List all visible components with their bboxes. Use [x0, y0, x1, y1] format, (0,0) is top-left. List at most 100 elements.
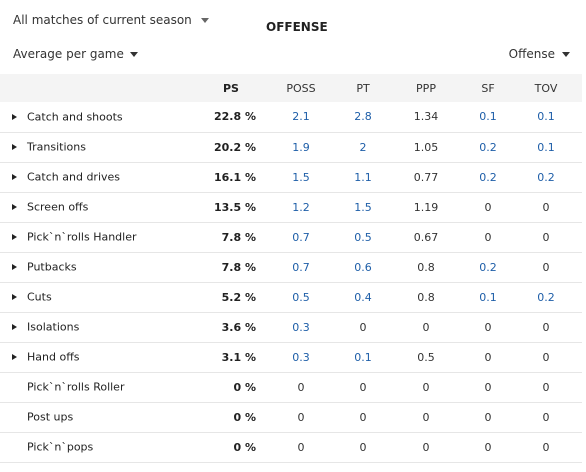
row-name-cell: Pick`n`pops: [0, 432, 200, 462]
ppp-cell: 0.8: [417, 290, 435, 304]
pt-cell[interactable]: 2: [359, 140, 367, 154]
ppp-cell: 0: [422, 440, 430, 454]
category-dropdown-label: Offense: [508, 47, 555, 61]
sf-cell[interactable]: 0.1: [479, 290, 497, 304]
table-header-band: [0, 74, 582, 102]
poss-cell[interactable]: 1.2: [292, 200, 310, 214]
sf-cell[interactable]: 0.1: [479, 110, 497, 124]
poss-cell[interactable]: 0.7: [292, 230, 310, 244]
row-label: Cuts: [27, 290, 52, 304]
poss-cell[interactable]: 1.5: [292, 170, 310, 184]
ppp-cell: 0: [422, 380, 430, 394]
table-row[interactable]: Hand offs 3.1 % 0.3 0.1 0.5 0 0: [0, 342, 582, 372]
pt-cell[interactable]: 0.6: [354, 260, 372, 274]
tov-cell[interactable]: 0.1: [537, 110, 555, 124]
row-name-cell[interactable]: Pick`n`rolls Handler: [0, 222, 200, 252]
column-header-ps[interactable]: PS: [223, 81, 239, 95]
sf-cell[interactable]: 0.2: [479, 170, 497, 184]
poss-cell: 0: [297, 380, 305, 394]
table-row[interactable]: Isolations 3.6 % 0.3 0 0 0 0: [0, 312, 582, 342]
column-header-poss[interactable]: POSS: [286, 81, 316, 95]
ppp-cell: 0.5: [417, 350, 435, 364]
sf-cell: 0: [484, 410, 492, 424]
row-name-cell[interactable]: Catch and drives: [0, 162, 200, 192]
row-name-cell[interactable]: Hand offs: [0, 342, 200, 372]
poss-cell: 0: [297, 440, 305, 454]
table-row[interactable]: Pick`n`rolls Handler 7.8 % 0.7 0.5 0.67 0 0: [0, 222, 582, 252]
ppp-cell: 1.19: [413, 200, 439, 214]
table-row: Post ups 0 % 0 0 0 0 0: [0, 402, 582, 432]
column-header-name: [0, 74, 200, 102]
ppp-cell: 0: [422, 410, 430, 424]
table-row[interactable]: Catch and shoots 22.8 % 2.1 2.8 1.34 0.1 0.1: [0, 102, 582, 132]
table-row[interactable]: Catch and drives 16.1 % 1.5 1.1 0.77 0.2 0.2: [0, 162, 582, 192]
row-name-cell[interactable]: Cuts: [0, 282, 200, 312]
row-label: Isolations: [27, 320, 80, 334]
table-row[interactable]: Transitions 20.2 % 1.9 2 1.05 0.2 0.1: [0, 132, 582, 162]
ps-cell: 0 %: [233, 440, 256, 454]
row-label: Catch and drives: [27, 170, 121, 184]
pt-cell[interactable]: 0.4: [354, 290, 372, 304]
ps-cell: 20.2 %: [214, 140, 256, 154]
column-header-ppp[interactable]: PPP: [416, 81, 436, 95]
sf-cell[interactable]: 0.2: [479, 140, 497, 154]
pt-cell: 0: [359, 320, 367, 334]
row-label: Putbacks: [27, 260, 77, 274]
table-row[interactable]: Screen offs 13.5 % 1.2 1.5 1.19 0 0: [0, 192, 582, 222]
expand-caret-icon[interactable]: [12, 324, 17, 331]
expand-caret-icon[interactable]: [12, 144, 17, 151]
expand-caret-icon[interactable]: [12, 354, 17, 361]
column-header-pt[interactable]: PT: [356, 81, 370, 95]
row-name-cell[interactable]: Screen offs: [0, 192, 200, 222]
chevron-down-icon: [200, 17, 209, 23]
row-name-cell[interactable]: Transitions: [0, 132, 200, 162]
sf-cell[interactable]: 0.2: [479, 260, 497, 274]
tov-cell[interactable]: 0.2: [537, 170, 555, 184]
poss-cell[interactable]: 0.3: [292, 350, 310, 364]
pt-cell: 0: [359, 440, 367, 454]
pt-cell[interactable]: 2.8: [354, 110, 372, 124]
poss-cell[interactable]: 2.1: [292, 110, 310, 124]
table-row[interactable]: Putbacks 7.8 % 0.7 0.6 0.8 0.2 0: [0, 252, 582, 282]
expand-caret-icon[interactable]: [12, 204, 17, 211]
row-name-cell[interactable]: Isolations: [0, 312, 200, 342]
ps-cell: 7.8 %: [221, 260, 256, 274]
row-label: Hand offs: [27, 350, 80, 364]
pt-cell: 0: [359, 410, 367, 424]
ps-cell: 16.1 %: [214, 170, 256, 184]
column-header-sf[interactable]: SF: [481, 81, 495, 95]
table-row: Pick`n`rolls Roller 0 % 0 0 0 0 0: [0, 372, 582, 402]
row-label: Post ups: [27, 410, 74, 424]
row-label: Pick`n`rolls Handler: [27, 230, 137, 244]
ps-cell: 7.8 %: [221, 230, 256, 244]
section-title: OFFENSE: [266, 20, 328, 34]
expand-caret-icon[interactable]: [12, 264, 17, 271]
expand-caret-icon[interactable]: [12, 294, 17, 301]
poss-cell[interactable]: 0.3: [292, 320, 310, 334]
expand-caret-icon[interactable]: [12, 174, 17, 181]
filter-bar: All matches of current season OFFENSE Av…: [0, 0, 586, 78]
pt-cell: 0: [359, 380, 367, 394]
poss-cell[interactable]: 0.7: [292, 260, 310, 274]
average-dropdown[interactable]: Average per game: [13, 47, 138, 61]
season-dropdown[interactable]: All matches of current season: [13, 13, 209, 27]
pt-cell[interactable]: 0.1: [354, 350, 372, 364]
pt-cell[interactable]: 1.5: [354, 200, 372, 214]
expand-caret-icon[interactable]: [12, 114, 17, 120]
ppp-cell: 0.77: [413, 170, 439, 184]
row-name-cell[interactable]: Catch and shoots: [0, 102, 200, 132]
category-dropdown[interactable]: Offense: [509, 47, 570, 61]
poss-cell[interactable]: 1.9: [292, 140, 310, 154]
column-header-tov[interactable]: TOV: [534, 81, 558, 95]
row-name-cell: Post ups: [0, 402, 200, 432]
pt-cell[interactable]: 0.5: [354, 230, 372, 244]
pt-cell[interactable]: 1.1: [354, 170, 372, 184]
poss-cell[interactable]: 0.5: [292, 290, 310, 304]
expand-caret-icon[interactable]: [12, 234, 17, 241]
row-label: Transitions: [27, 140, 86, 154]
tov-cell[interactable]: 0.1: [537, 140, 555, 154]
table-row[interactable]: Cuts 5.2 % 0.5 0.4 0.8 0.1 0.2: [0, 282, 582, 312]
row-name-cell[interactable]: Putbacks: [0, 252, 200, 282]
tov-cell[interactable]: 0.2: [537, 290, 555, 304]
sf-cell: 0: [484, 230, 492, 244]
